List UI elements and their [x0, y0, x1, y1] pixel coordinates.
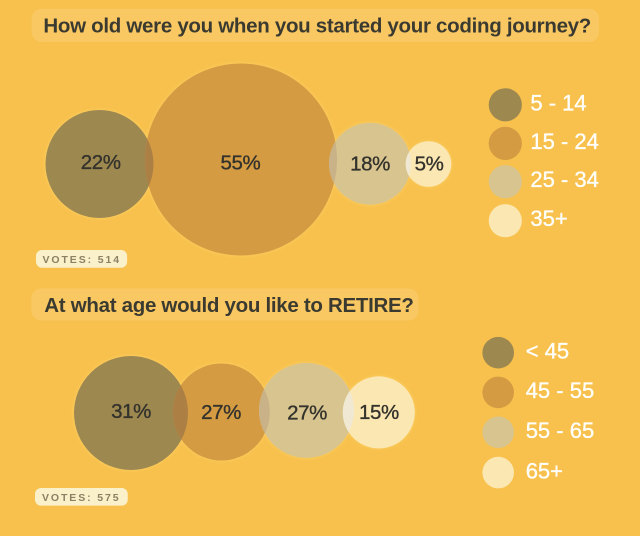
svg-text:27%: 27%: [201, 401, 241, 424]
svg-text:22%: 22%: [81, 151, 121, 174]
svg-text:18%: 18%: [350, 152, 390, 175]
svg-text:27%: 27%: [287, 401, 327, 424]
svg-text:< 45: < 45: [526, 338, 569, 363]
svg-text:55 - 65: 55 - 65: [526, 418, 595, 443]
svg-text:How old were you when you star: How old were you when you started your c…: [43, 14, 591, 37]
svg-text:15 - 24: 15 - 24: [530, 129, 599, 154]
svg-text:15%: 15%: [359, 401, 399, 424]
svg-text:5%: 5%: [415, 152, 444, 175]
svg-text:At what age would you like to: At what age would you like to RETIRE?: [44, 294, 413, 317]
svg-text:31%: 31%: [111, 400, 151, 423]
svg-text:45 - 55: 45 - 55: [526, 378, 595, 403]
svg-text:25 - 34: 25 - 34: [530, 167, 599, 192]
svg-text:VOTES: 575: VOTES: 575: [42, 492, 121, 504]
svg-text:5 - 14: 5 - 14: [530, 90, 586, 115]
svg-text:VOTES: 514: VOTES: 514: [43, 254, 122, 266]
svg-text:35+: 35+: [530, 206, 567, 231]
svg-text:55%: 55%: [220, 152, 260, 175]
svg-text:65+: 65+: [526, 458, 563, 483]
